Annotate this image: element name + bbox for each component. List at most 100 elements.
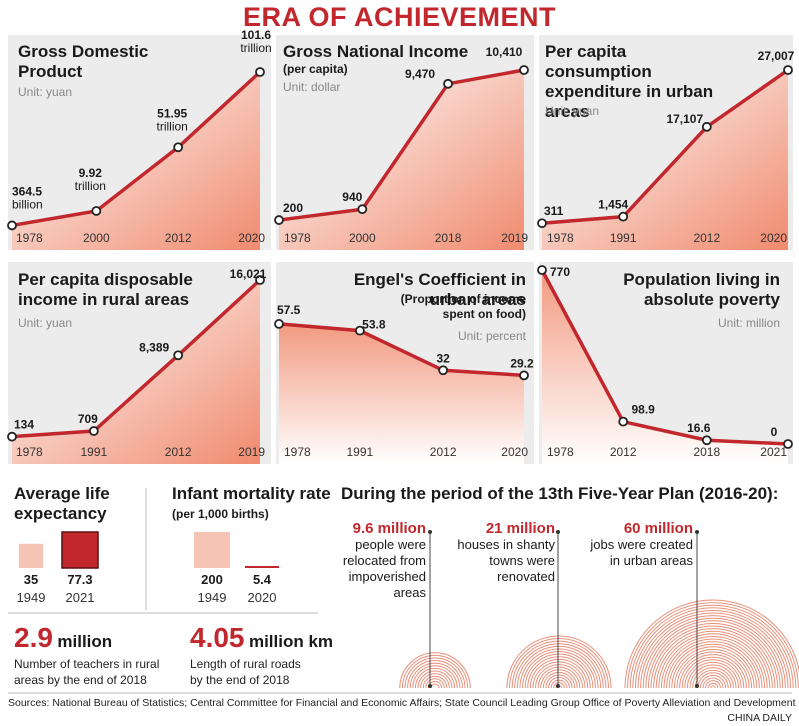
poverty-unit: Unit: million — [717, 316, 780, 330]
plan-arc — [535, 664, 583, 689]
plan-arc — [684, 659, 742, 689]
series-line-5 — [540, 269, 789, 446]
x-tick-label-4-2: 2012 — [430, 445, 457, 459]
data-point-5-3 — [783, 439, 793, 449]
plan-item-relocated: 9.6 million people were relocated from i… — [342, 520, 426, 601]
data-point-3-0 — [7, 431, 17, 442]
plan-arc — [529, 659, 589, 689]
plan-arc — [511, 640, 607, 689]
plan-arc — [645, 620, 781, 689]
series-line-3 — [11, 278, 262, 439]
plan-arc — [519, 648, 599, 689]
data-point-5-1 — [618, 416, 629, 427]
infant-value-1: 5.4 — [253, 572, 272, 587]
data-label-5-2: 16.6 — [687, 421, 711, 435]
plan-arc — [545, 674, 573, 689]
plan-arc — [710, 685, 716, 689]
plan-arc — [634, 609, 792, 689]
plan-arc — [422, 675, 448, 689]
data-label-1-2: 9,470 — [405, 67, 435, 81]
plan-item-houses: 21 million houses in shanty towns were r… — [457, 520, 555, 585]
teachers-fact: 2.9 million — [14, 622, 113, 653]
data-label-line: 101.6 — [241, 28, 271, 42]
rural-income-unit: Unit: yuan — [18, 316, 73, 330]
data-label-4-0: 57.5 — [277, 303, 301, 317]
plan-arc — [550, 679, 568, 689]
x-tick-label-0-1: 2000 — [83, 231, 110, 245]
plan-arc — [414, 667, 456, 689]
data-point-3-3 — [255, 275, 265, 285]
plan-arc — [514, 643, 604, 689]
plan-arc — [679, 654, 747, 689]
data-point-3-2 — [173, 350, 184, 361]
plan-arc — [689, 664, 737, 689]
plan-arc — [699, 674, 727, 689]
data-label-unit: trillion — [75, 179, 106, 193]
data-point-5-2 — [701, 435, 712, 446]
gdp-title: Gross Domestic Product — [18, 42, 149, 81]
data-label-2-1: 1,454 — [598, 198, 628, 212]
poverty-title: Population living in absolute poverty — [623, 270, 780, 309]
engel-title: Engel's Coefficient in urban areas — [353, 270, 526, 309]
infant-value-0: 200 — [201, 572, 223, 587]
plan-arc — [404, 657, 466, 689]
plan-arc — [707, 682, 719, 689]
infant-square-1 — [245, 566, 279, 568]
x-tick-label-3-2: 2012 — [165, 445, 192, 459]
plan-heading: During the period of the 13th Five-Year … — [341, 484, 779, 503]
plan-arc — [407, 660, 463, 689]
plan-arc — [671, 646, 755, 689]
x-tick-label-5-2: 2018 — [693, 445, 720, 459]
data-point-3-1 — [88, 426, 99, 436]
life-title: Average life expectancy — [14, 484, 110, 523]
x-tick-label-1-2: 2018 — [435, 231, 462, 245]
data-point-0-1 — [91, 206, 102, 216]
plan-arc — [412, 665, 458, 689]
data-point-2-3 — [783, 65, 793, 75]
plan-leader-end-1 — [556, 684, 560, 688]
plan-arc — [655, 630, 771, 689]
data-label-unit: billion — [12, 197, 43, 211]
gni-unit: Unit: dollar — [283, 80, 341, 94]
plan-arc — [553, 682, 565, 689]
life-value-0: 35 — [24, 572, 38, 587]
data-point-0-0 — [7, 220, 17, 231]
data-label-5-0: 770 — [550, 265, 570, 279]
plan-arc — [637, 612, 789, 689]
data-label-0-0: 364.5 billion — [12, 184, 43, 211]
plan-arc — [624, 599, 799, 689]
plan-arc — [524, 653, 594, 689]
data-label-2-0: 311 — [544, 204, 564, 218]
plan-item-jobs: 60 million jobs were created in urban ar… — [590, 520, 693, 569]
series-line-0 — [11, 70, 262, 228]
plan-arc — [542, 672, 576, 689]
data-label-4-3: 29.2 — [510, 356, 534, 370]
area-fill-4 — [279, 323, 524, 464]
x-tick-label-2-3: 2020 — [760, 231, 787, 245]
life-value-1: 77.3 — [67, 572, 92, 587]
plan-arc — [692, 667, 734, 689]
plan-leader-dot-0 — [428, 530, 432, 534]
data-point-0-3 — [255, 67, 265, 77]
data-point-5-0 — [537, 265, 547, 275]
plan-arc — [522, 651, 596, 689]
infant-subtitle: (per 1,000 births) — [172, 507, 269, 521]
plan-leader-end-0 — [428, 684, 432, 688]
plan-arc — [702, 677, 724, 689]
x-tick-label-4-3: 2020 — [501, 445, 528, 459]
plan-arc — [399, 652, 471, 689]
plan-semicircle-1 — [506, 635, 612, 689]
data-point-0-2 — [173, 142, 184, 153]
plan-arc — [417, 670, 453, 689]
x-tick-label-4-1: 1991 — [346, 445, 373, 459]
plan-arc — [430, 683, 440, 689]
plan-arc — [647, 622, 779, 689]
plan-arc — [697, 672, 729, 689]
life-year-1: 2021 — [66, 590, 95, 605]
data-label-unit: trillion — [240, 41, 271, 55]
area-fill-3 — [12, 280, 260, 464]
plan-arc — [663, 638, 763, 689]
data-label-line: 51.95 — [157, 106, 187, 120]
area-fill-1 — [279, 70, 524, 250]
